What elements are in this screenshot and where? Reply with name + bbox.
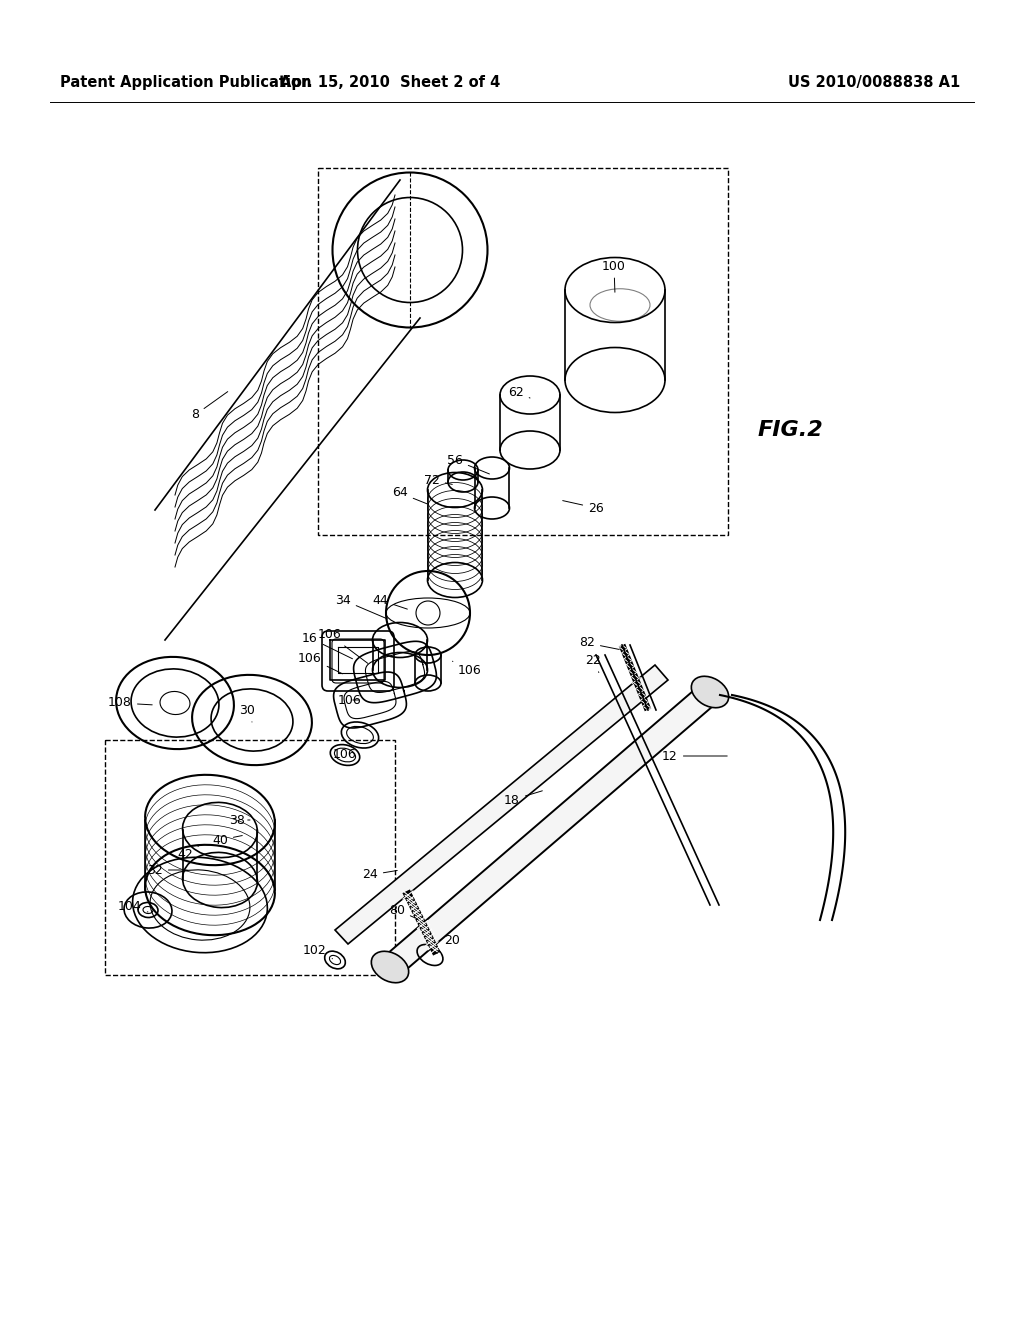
Text: 106: 106 bbox=[318, 628, 368, 664]
Text: 100: 100 bbox=[602, 260, 626, 292]
Text: 44: 44 bbox=[372, 594, 408, 609]
Text: 16: 16 bbox=[302, 631, 352, 659]
Text: 24: 24 bbox=[362, 869, 397, 882]
Text: 26: 26 bbox=[563, 500, 604, 515]
Text: 80: 80 bbox=[389, 903, 418, 919]
Text: 56: 56 bbox=[447, 454, 489, 474]
Text: FIG.2: FIG.2 bbox=[758, 420, 823, 440]
Polygon shape bbox=[380, 685, 720, 975]
Text: 40: 40 bbox=[212, 833, 243, 846]
Text: 38: 38 bbox=[229, 813, 250, 826]
Polygon shape bbox=[335, 665, 668, 944]
Text: 106: 106 bbox=[298, 652, 342, 673]
Text: 62: 62 bbox=[508, 385, 530, 399]
Text: 106: 106 bbox=[338, 693, 361, 706]
Text: US 2010/0088838 A1: US 2010/0088838 A1 bbox=[787, 74, 961, 90]
Text: 34: 34 bbox=[335, 594, 387, 619]
Text: 22: 22 bbox=[585, 653, 601, 672]
Text: 64: 64 bbox=[392, 487, 427, 504]
Text: 30: 30 bbox=[239, 704, 255, 722]
Ellipse shape bbox=[691, 676, 729, 708]
Text: 8: 8 bbox=[191, 392, 227, 421]
Ellipse shape bbox=[372, 952, 409, 982]
Text: 72: 72 bbox=[424, 474, 453, 487]
Text: 102: 102 bbox=[303, 944, 333, 958]
Text: 20: 20 bbox=[437, 933, 460, 953]
Text: Apr. 15, 2010  Sheet 2 of 4: Apr. 15, 2010 Sheet 2 of 4 bbox=[280, 74, 500, 90]
Text: 106: 106 bbox=[453, 661, 482, 676]
Text: 32: 32 bbox=[147, 863, 187, 876]
Text: 82: 82 bbox=[579, 636, 620, 649]
Text: 104: 104 bbox=[118, 900, 148, 913]
Text: 12: 12 bbox=[663, 750, 727, 763]
Text: 18: 18 bbox=[504, 791, 543, 807]
Text: 42: 42 bbox=[177, 845, 200, 862]
Text: 108: 108 bbox=[109, 697, 153, 710]
Text: 106: 106 bbox=[333, 748, 357, 762]
Text: Patent Application Publication: Patent Application Publication bbox=[60, 74, 311, 90]
